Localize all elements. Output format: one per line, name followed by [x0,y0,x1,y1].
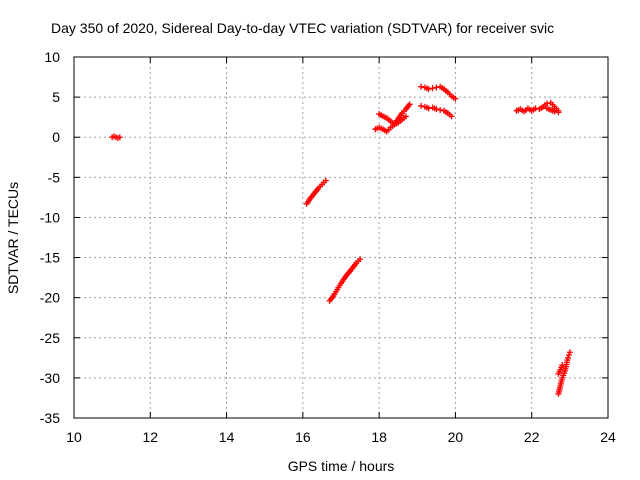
series-arc-7 [418,102,455,120]
y-tick-label: -30 [40,370,60,386]
data-point [448,113,455,120]
series-arc-10 [555,349,573,397]
data-point [425,105,432,112]
data-point [433,106,440,113]
x-tick-label: 16 [295,429,311,445]
y-tick-label: -10 [40,209,60,225]
data-point [564,354,571,361]
x-tick-label: 24 [600,429,616,445]
x-tick-labels: 10 12 14 16 18 20 22 24 [66,429,616,445]
x-tick-label: 20 [448,429,464,445]
chart-title: Day 350 of 2020, Sidereal Day-to-day VTE… [51,20,554,36]
data-point [429,85,436,92]
series-arc-3 [326,256,364,304]
data-point [559,362,566,369]
data-point [322,177,329,184]
y-tick-label: 0 [52,129,60,145]
y-tick-label: 5 [52,89,60,105]
grid [74,57,608,418]
x-tick-label: 22 [524,429,540,445]
series-arc-6 [418,83,459,102]
data-point [565,352,572,359]
data-point [357,256,364,263]
x-tick-label: 12 [142,429,158,445]
y-tick-label: -35 [40,410,60,426]
x-axis-label: GPS time / hours [288,458,395,474]
series-arc-9 [543,105,562,116]
data-point [555,109,562,116]
plot-frame [73,56,609,419]
data-point [532,105,539,112]
y-tick-label: -5 [48,169,61,185]
series-arc-5 [376,110,409,128]
data-point [418,102,425,109]
data-point [418,83,425,90]
y-axis-label: SDTVAR / TECUs [5,182,21,294]
x-tick-label: 14 [219,429,235,445]
data-point [425,86,432,93]
y-tick-label: -25 [40,330,60,346]
data-point [116,134,123,141]
y-tick-label: -15 [40,250,60,266]
y-tick-label: -20 [40,290,60,306]
data-points [109,83,573,397]
axis-ticks [73,56,609,419]
x-tick-label: 18 [371,429,387,445]
series-arc-2 [303,177,329,207]
data-point [402,113,409,120]
data-point [566,349,573,356]
y-tick-label: 10 [44,49,60,65]
data-point [433,84,440,91]
series-arc-11 [555,362,566,377]
x-tick-label: 10 [66,429,82,445]
data-point [452,95,459,102]
data-point [551,108,558,115]
data-point [437,106,444,113]
data-point [406,101,413,108]
y-tick-labels: -35 -30 -25 -20 -15 -10 -5 0 5 10 [40,49,60,426]
series-arc-1 [109,133,123,142]
